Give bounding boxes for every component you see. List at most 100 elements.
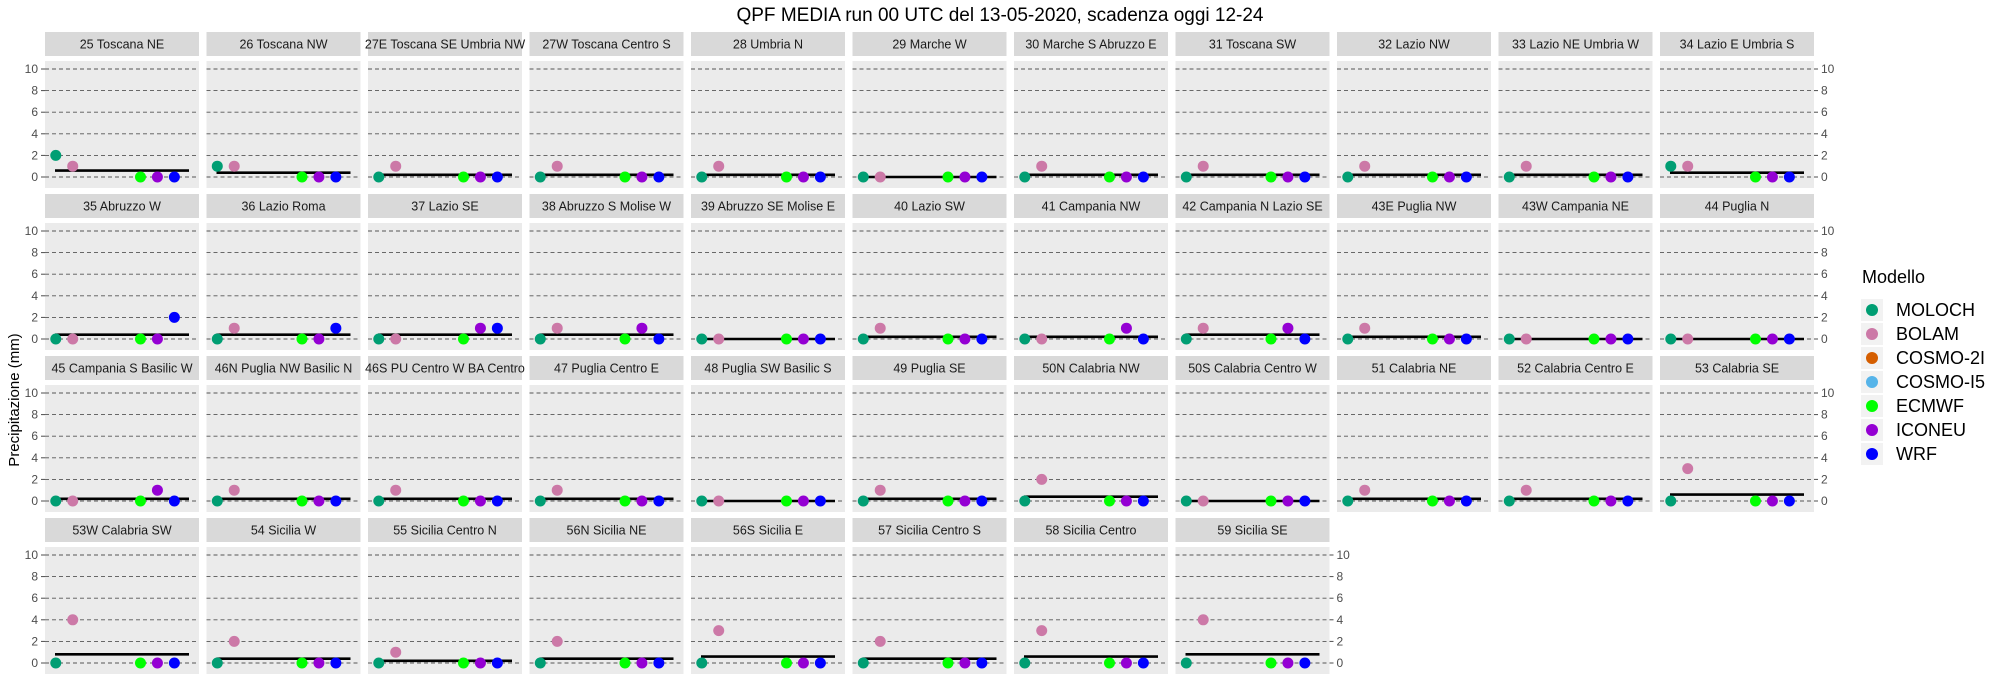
data-point-ecmwf (1265, 171, 1277, 183)
panel-label: 37 Lazio SE (411, 200, 478, 214)
data-point-wrf (1622, 495, 1634, 507)
data-point-ecmwf (1426, 495, 1438, 507)
panel-label: 55 Sicilia Centro N (393, 524, 497, 538)
y-tick-label: 2 (1821, 148, 1828, 162)
data-point-wrf (653, 171, 665, 183)
data-point-moloch (50, 657, 62, 669)
data-point-wrf (814, 495, 826, 507)
data-point-ecmwf (134, 657, 146, 669)
data-point-iconeu (1282, 171, 1294, 183)
panel-label: 30 Marche S Abruzzo E (1025, 38, 1156, 52)
data-point-bolam (551, 484, 563, 496)
panel-label: 40 Lazio SW (894, 200, 965, 214)
panel: 54 Sicilia W (206, 518, 361, 674)
data-point-ecmwf (1749, 171, 1761, 183)
panel-strip (45, 32, 199, 56)
data-point-iconeu (1282, 495, 1294, 507)
data-point-bolam (67, 614, 79, 626)
data-point-bolam (1682, 160, 1694, 172)
data-point-ecmwf (1103, 333, 1115, 345)
panel-label: 49 Puglia SE (893, 362, 965, 376)
y-tick-label: 6 (31, 429, 38, 443)
panel-label: 39 Abruzzo SE Molise E (701, 200, 835, 214)
panel-background (852, 547, 1007, 674)
y-tick-label: 4 (31, 289, 38, 303)
panel-strip (45, 518, 199, 542)
panel: 39 Abruzzo SE Molise E (691, 194, 845, 350)
panel-strip (691, 194, 845, 218)
data-point-moloch (50, 149, 62, 161)
panel: 53W Calabria SW 0 2 4 6 8 10 (25, 518, 199, 674)
data-point-moloch (696, 171, 708, 183)
data-point-bolam (713, 495, 725, 507)
data-point-wrf (976, 495, 988, 507)
y-tick-label: 2 (1821, 472, 1828, 486)
data-point-wrf (653, 333, 665, 345)
panel-background (1175, 385, 1330, 512)
data-point-moloch (373, 333, 385, 345)
y-tick-label: 0 (1821, 332, 1828, 346)
panel-strip (368, 194, 522, 218)
panel: 26 Toscana NW (206, 32, 361, 188)
legend-label: ECMWF (1896, 396, 1964, 416)
panel-strip (1175, 194, 1330, 218)
y-tick-label: 8 (1337, 570, 1344, 584)
panel: 49 Puglia SE (852, 356, 1007, 512)
data-point-bolam (1197, 495, 1209, 507)
panel-label: 57 Sicilia Centro S (878, 524, 981, 538)
y-tick-label: 8 (31, 408, 38, 422)
panel-label: 32 Lazio NW (1378, 38, 1450, 52)
y-tick-label: 0 (1337, 656, 1344, 670)
panel: 59 Sicilia SE 0 2 4 6 8 10 (1175, 518, 1350, 674)
legend-label: WRF (1896, 444, 1937, 464)
data-point-ecmwf (1103, 657, 1115, 669)
data-point-moloch (696, 657, 708, 669)
data-point-bolam (874, 484, 886, 496)
panel-strip (45, 194, 199, 218)
data-point-wrf (330, 657, 342, 669)
panel-strip (368, 32, 522, 56)
data-point-wrf (1137, 495, 1149, 507)
panel-label: 43W Campania NE (1522, 200, 1629, 214)
y-tick-label: 6 (31, 267, 38, 281)
y-tick-label: 6 (1337, 591, 1344, 605)
data-point-moloch (373, 495, 385, 507)
panel-label: 29 Marche W (892, 38, 967, 52)
data-point-wrf (168, 495, 180, 507)
panel-background (45, 385, 199, 512)
data-point-bolam (67, 495, 79, 507)
y-tick-label: 0 (1821, 494, 1828, 508)
panel: 27E Toscana SE Umbria NW (365, 32, 525, 188)
data-point-wrf (1460, 495, 1472, 507)
data-point-ecmwf (134, 171, 146, 183)
panel-strip (1175, 518, 1330, 542)
data-point-ecmwf (780, 495, 792, 507)
panel-label: 44 Puglia N (1705, 200, 1770, 214)
data-point-bolam (874, 322, 886, 334)
y-tick-label: 4 (1821, 289, 1828, 303)
data-point-moloch (1180, 657, 1192, 669)
panel-label: 42 Campania N Lazio SE (1182, 200, 1322, 214)
data-point-ecmwf (942, 657, 954, 669)
panel-background (45, 547, 199, 674)
panel-strip (368, 356, 522, 380)
data-point-wrf (653, 495, 665, 507)
panel-strip (206, 194, 361, 218)
panel-background (1014, 547, 1168, 674)
data-point-wrf (168, 171, 180, 183)
panel-background (691, 223, 845, 350)
data-point-ecmwf (457, 333, 469, 345)
panel: 58 Sicilia Centro (1014, 518, 1168, 674)
data-point-bolam (67, 160, 79, 172)
legend-marker (1866, 400, 1878, 412)
data-point-bolam (1520, 484, 1532, 496)
data-point-moloch (857, 333, 869, 345)
data-point-iconeu (1282, 657, 1294, 669)
panel: 46N Puglia NW Basilic N (206, 356, 361, 512)
data-point-ecmwf (296, 333, 308, 345)
data-point-iconeu (313, 495, 325, 507)
data-point-ecmwf (296, 657, 308, 669)
panel-strip (1337, 32, 1491, 56)
panel-strip (852, 194, 1007, 218)
legend-marker (1866, 304, 1878, 316)
